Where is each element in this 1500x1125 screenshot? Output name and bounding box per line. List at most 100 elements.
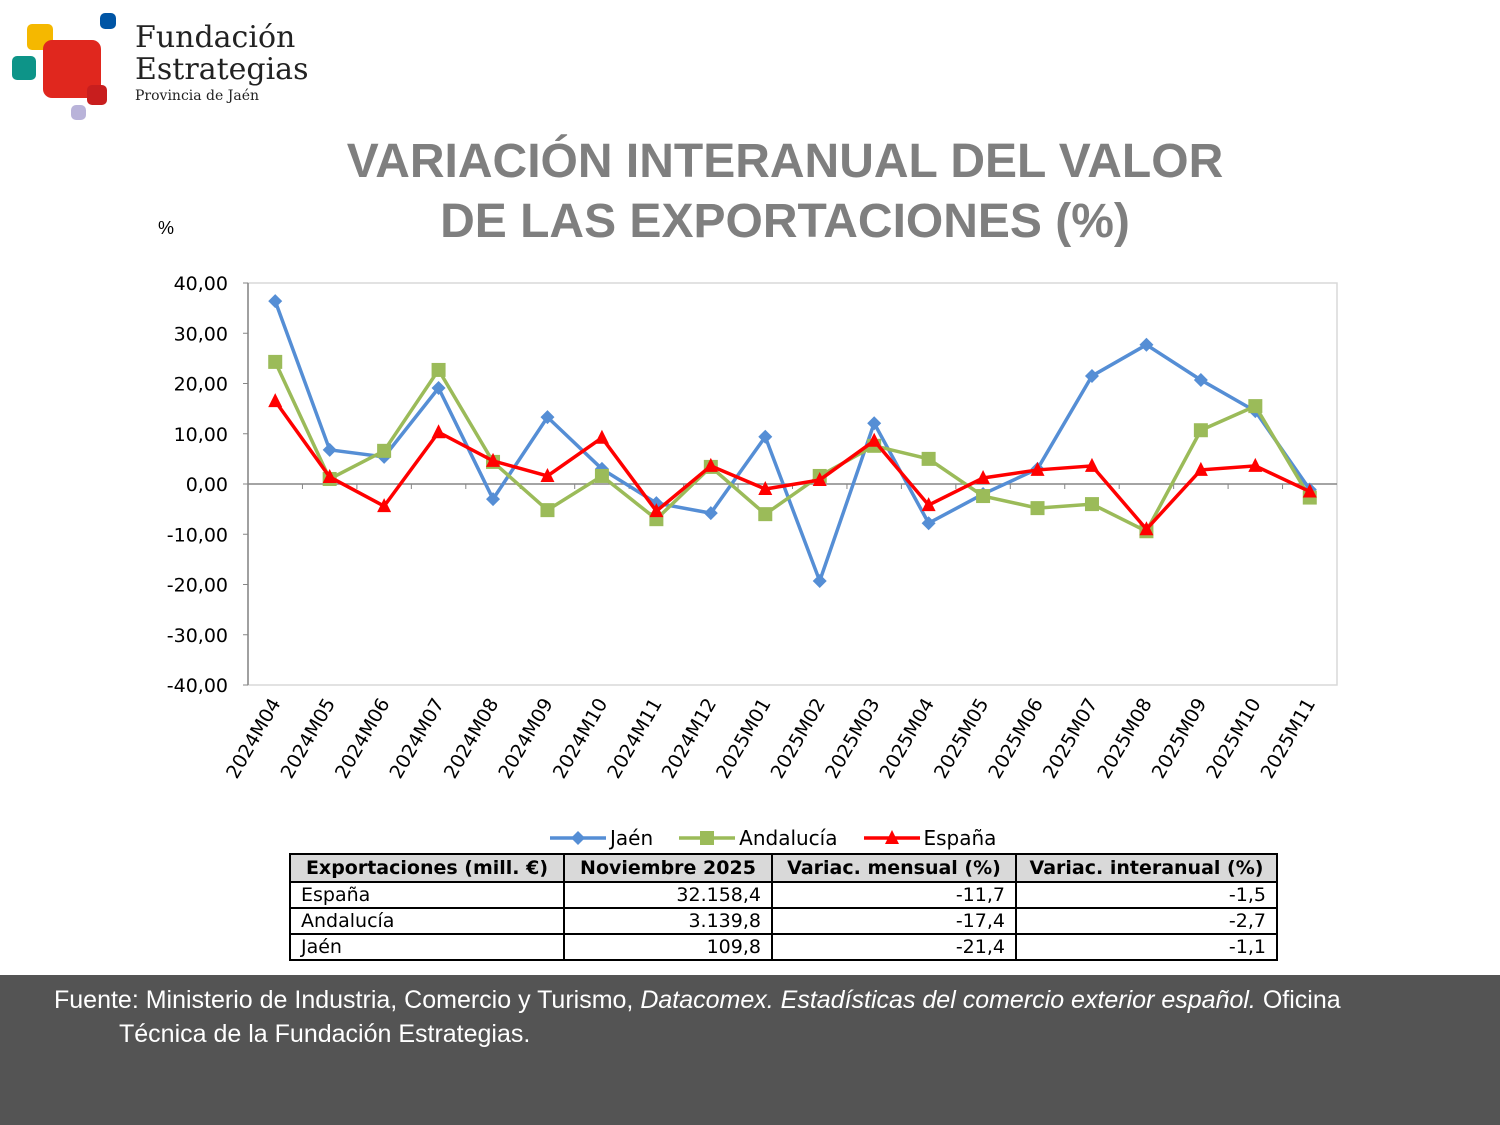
data-point-espana	[431, 424, 446, 439]
data-point-espana	[540, 467, 555, 482]
table-header: Variac. interanual (%)	[1015, 853, 1278, 883]
table-cell: 109,8	[563, 933, 773, 961]
table-cell: 3.139,8	[563, 907, 773, 935]
data-point-andalucia	[1030, 501, 1045, 516]
table-header: Variac. mensual (%)	[771, 853, 1017, 883]
x-tick-label: 2025M11	[1257, 695, 1321, 783]
legend-label: España	[923, 826, 997, 850]
logo: Fundación Estrategias Provincia de Jaén	[10, 10, 310, 125]
data-point-espana	[1193, 461, 1208, 476]
data-point-andalucia	[1248, 399, 1263, 414]
table-row: Jaén 109,8 -21,4 -1,1	[289, 933, 1278, 961]
table-header-row: Exportaciones (mill. €) Noviembre 2025 V…	[289, 853, 1278, 883]
table-row: Andalucía 3.139,8 -17,4 -2,7	[289, 907, 1278, 935]
data-point-jaen	[812, 573, 827, 588]
y-tick-label: 40,00	[174, 273, 228, 295]
legend-item: Jaén	[550, 826, 653, 850]
data-point-andalucia	[594, 468, 609, 483]
data-point-jaen	[486, 492, 501, 507]
data-point-espana	[1084, 457, 1099, 472]
table-cell: -11,7	[771, 881, 1017, 909]
data-point-jaen	[1193, 372, 1208, 387]
x-tick-label: 2025M08	[1093, 695, 1157, 783]
x-tick-label: 2024M04	[222, 695, 286, 783]
data-point-andalucia	[268, 354, 283, 369]
table-cell: 32.158,4	[563, 881, 773, 909]
y-tick-label: 0,00	[186, 474, 228, 496]
legend-marker	[700, 831, 715, 845]
data-point-espana	[486, 452, 501, 467]
x-tick-label: 2024M08	[440, 695, 504, 783]
series-espana	[268, 393, 1317, 536]
data-point-jaen	[322, 442, 337, 457]
data-point-jaen	[703, 506, 718, 521]
data-point-andalucia	[921, 451, 936, 466]
data-point-jaen	[867, 416, 882, 431]
data-point-andalucia	[540, 503, 555, 518]
source-text-post: Oficina	[1255, 986, 1341, 1014]
x-tick-label: 2025M09	[1148, 695, 1212, 783]
y-tick-label: -10,00	[167, 524, 228, 546]
x-tick-label: 2025M02	[767, 695, 831, 783]
series-jaen	[268, 294, 1317, 588]
table-row: España 32.158,4 -11,7 -1,5	[289, 881, 1278, 909]
x-tick-label: 2024M12	[658, 695, 722, 783]
x-tick-label: 2024M11	[603, 695, 667, 783]
table-cell: Andalucía	[289, 907, 565, 935]
data-point-jaen	[921, 516, 936, 531]
x-tick-label: 2025M06	[984, 695, 1048, 783]
data-point-espana	[867, 432, 882, 447]
x-tick-label: 2024M09	[494, 695, 558, 783]
legend-marker-icon	[550, 831, 606, 845]
data-point-espana	[976, 469, 991, 484]
x-tick-label: 2024M05	[276, 695, 340, 783]
y-axis-unit: %	[158, 218, 175, 238]
data-point-andalucia	[1084, 497, 1099, 512]
data-point-espana	[1302, 483, 1317, 498]
table-cell: Jaén	[289, 933, 565, 961]
legend-item: Andalucía	[679, 826, 838, 850]
data-point-jaen	[1139, 337, 1154, 352]
line-chart: 40,00 30,00 20,00 10,00 0,00 -10,00 -20,00 -30,…	[167, 273, 1338, 783]
x-tick-label: 2025M07	[1039, 695, 1103, 783]
exports-table: Exportaciones (mill. €) Noviembre 2025 V…	[289, 853, 1278, 961]
data-point-jaen	[268, 294, 283, 309]
data-point-espana	[649, 503, 664, 518]
x-tick-label: 2024M07	[385, 695, 449, 783]
x-tick-label: 2024M06	[331, 695, 395, 783]
logo-line1: Fundación	[135, 20, 296, 55]
title-line2: DE LAS EXPORTACIONES (%)	[440, 195, 1130, 248]
source-line2: Técnica de la Fundación Estrategias.	[119, 1020, 531, 1048]
data-point-andalucia	[976, 489, 991, 504]
source-italic: Datacomex. Estadísticas del comercio ext…	[640, 986, 1256, 1014]
legend-label: Jaén	[610, 826, 654, 850]
table-cell: -17,4	[771, 907, 1017, 935]
x-tick-label: 2025M01	[712, 695, 776, 783]
logo-line2: Estrategias	[135, 52, 309, 87]
data-point-andalucia	[431, 362, 446, 377]
table-cell: -2,7	[1015, 907, 1278, 935]
data-point-jaen	[431, 381, 446, 396]
series-line-jaen	[273, 300, 1312, 587]
series-line-espana	[273, 400, 1311, 532]
chart-title: VARIACIÓN INTERANUAL DEL VALOR DE LAS EX…	[200, 132, 1370, 252]
x-tick-label: 2024M10	[549, 695, 613, 783]
table-header: Exportaciones (mill. €)	[289, 853, 565, 883]
x-tick-label: 2025M04	[875, 695, 939, 783]
y-tick-label: -40,00	[167, 675, 228, 697]
data-point-andalucia	[1193, 423, 1208, 438]
data-point-espana	[268, 393, 283, 408]
x-tick-label: 2025M03	[821, 695, 885, 783]
data-point-jaen	[758, 429, 773, 444]
y-tick-label: -20,00	[167, 575, 228, 597]
legend-marker-icon	[863, 830, 920, 844]
source-footer: Fuente: Ministerio de Industria, Comerci…	[0, 975, 1500, 1125]
data-point-espana	[703, 457, 718, 472]
table-cell: -1,1	[1015, 933, 1278, 961]
data-point-espana	[758, 481, 773, 496]
y-tick-label: 10,00	[174, 424, 228, 446]
legend: Jaén Andalucía España	[550, 826, 996, 850]
data-point-espana	[322, 468, 337, 483]
data-point-andalucia	[377, 443, 392, 458]
y-tick-label: 30,00	[174, 323, 228, 345]
